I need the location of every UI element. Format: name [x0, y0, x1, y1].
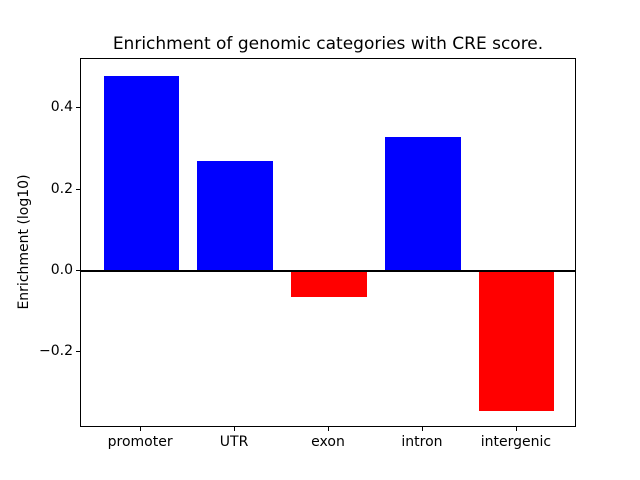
x-tick-label-intergenic: intergenic	[480, 434, 552, 450]
y-tick-mark	[76, 188, 80, 190]
bar-intron	[385, 136, 461, 271]
x-tick-label-intron: intron	[401, 434, 443, 450]
y-tick-label: 0.2	[50, 180, 73, 197]
x-tick-mark	[328, 427, 329, 431]
bar-intergenic	[479, 270, 555, 412]
bar-promoter	[103, 75, 179, 271]
x-tick-label-exon: exon	[311, 434, 345, 450]
y-tick-mark	[76, 107, 80, 109]
x-tick-label-promoter: promoter	[107, 434, 173, 450]
chart-title: Enrichment of genomic categories with CR…	[112, 34, 544, 54]
y-tick-label: 0.0	[50, 261, 73, 278]
x-tick-mark	[515, 427, 517, 431]
x-tick-label-UTR: UTR	[219, 434, 249, 450]
x-tick-mark	[234, 427, 236, 431]
x-tick-mark	[421, 427, 423, 431]
y-tick-mark	[76, 269, 80, 271]
bar-exon	[291, 270, 367, 298]
plot-area	[80, 58, 576, 427]
y-tick-mark	[76, 351, 80, 353]
bar-UTR	[197, 161, 273, 271]
y-tick-label: 0.4	[50, 99, 73, 116]
x-tick-mark	[140, 427, 142, 431]
y-tick-label: −0.2	[39, 343, 73, 360]
zero-axis-line	[81, 269, 575, 272]
